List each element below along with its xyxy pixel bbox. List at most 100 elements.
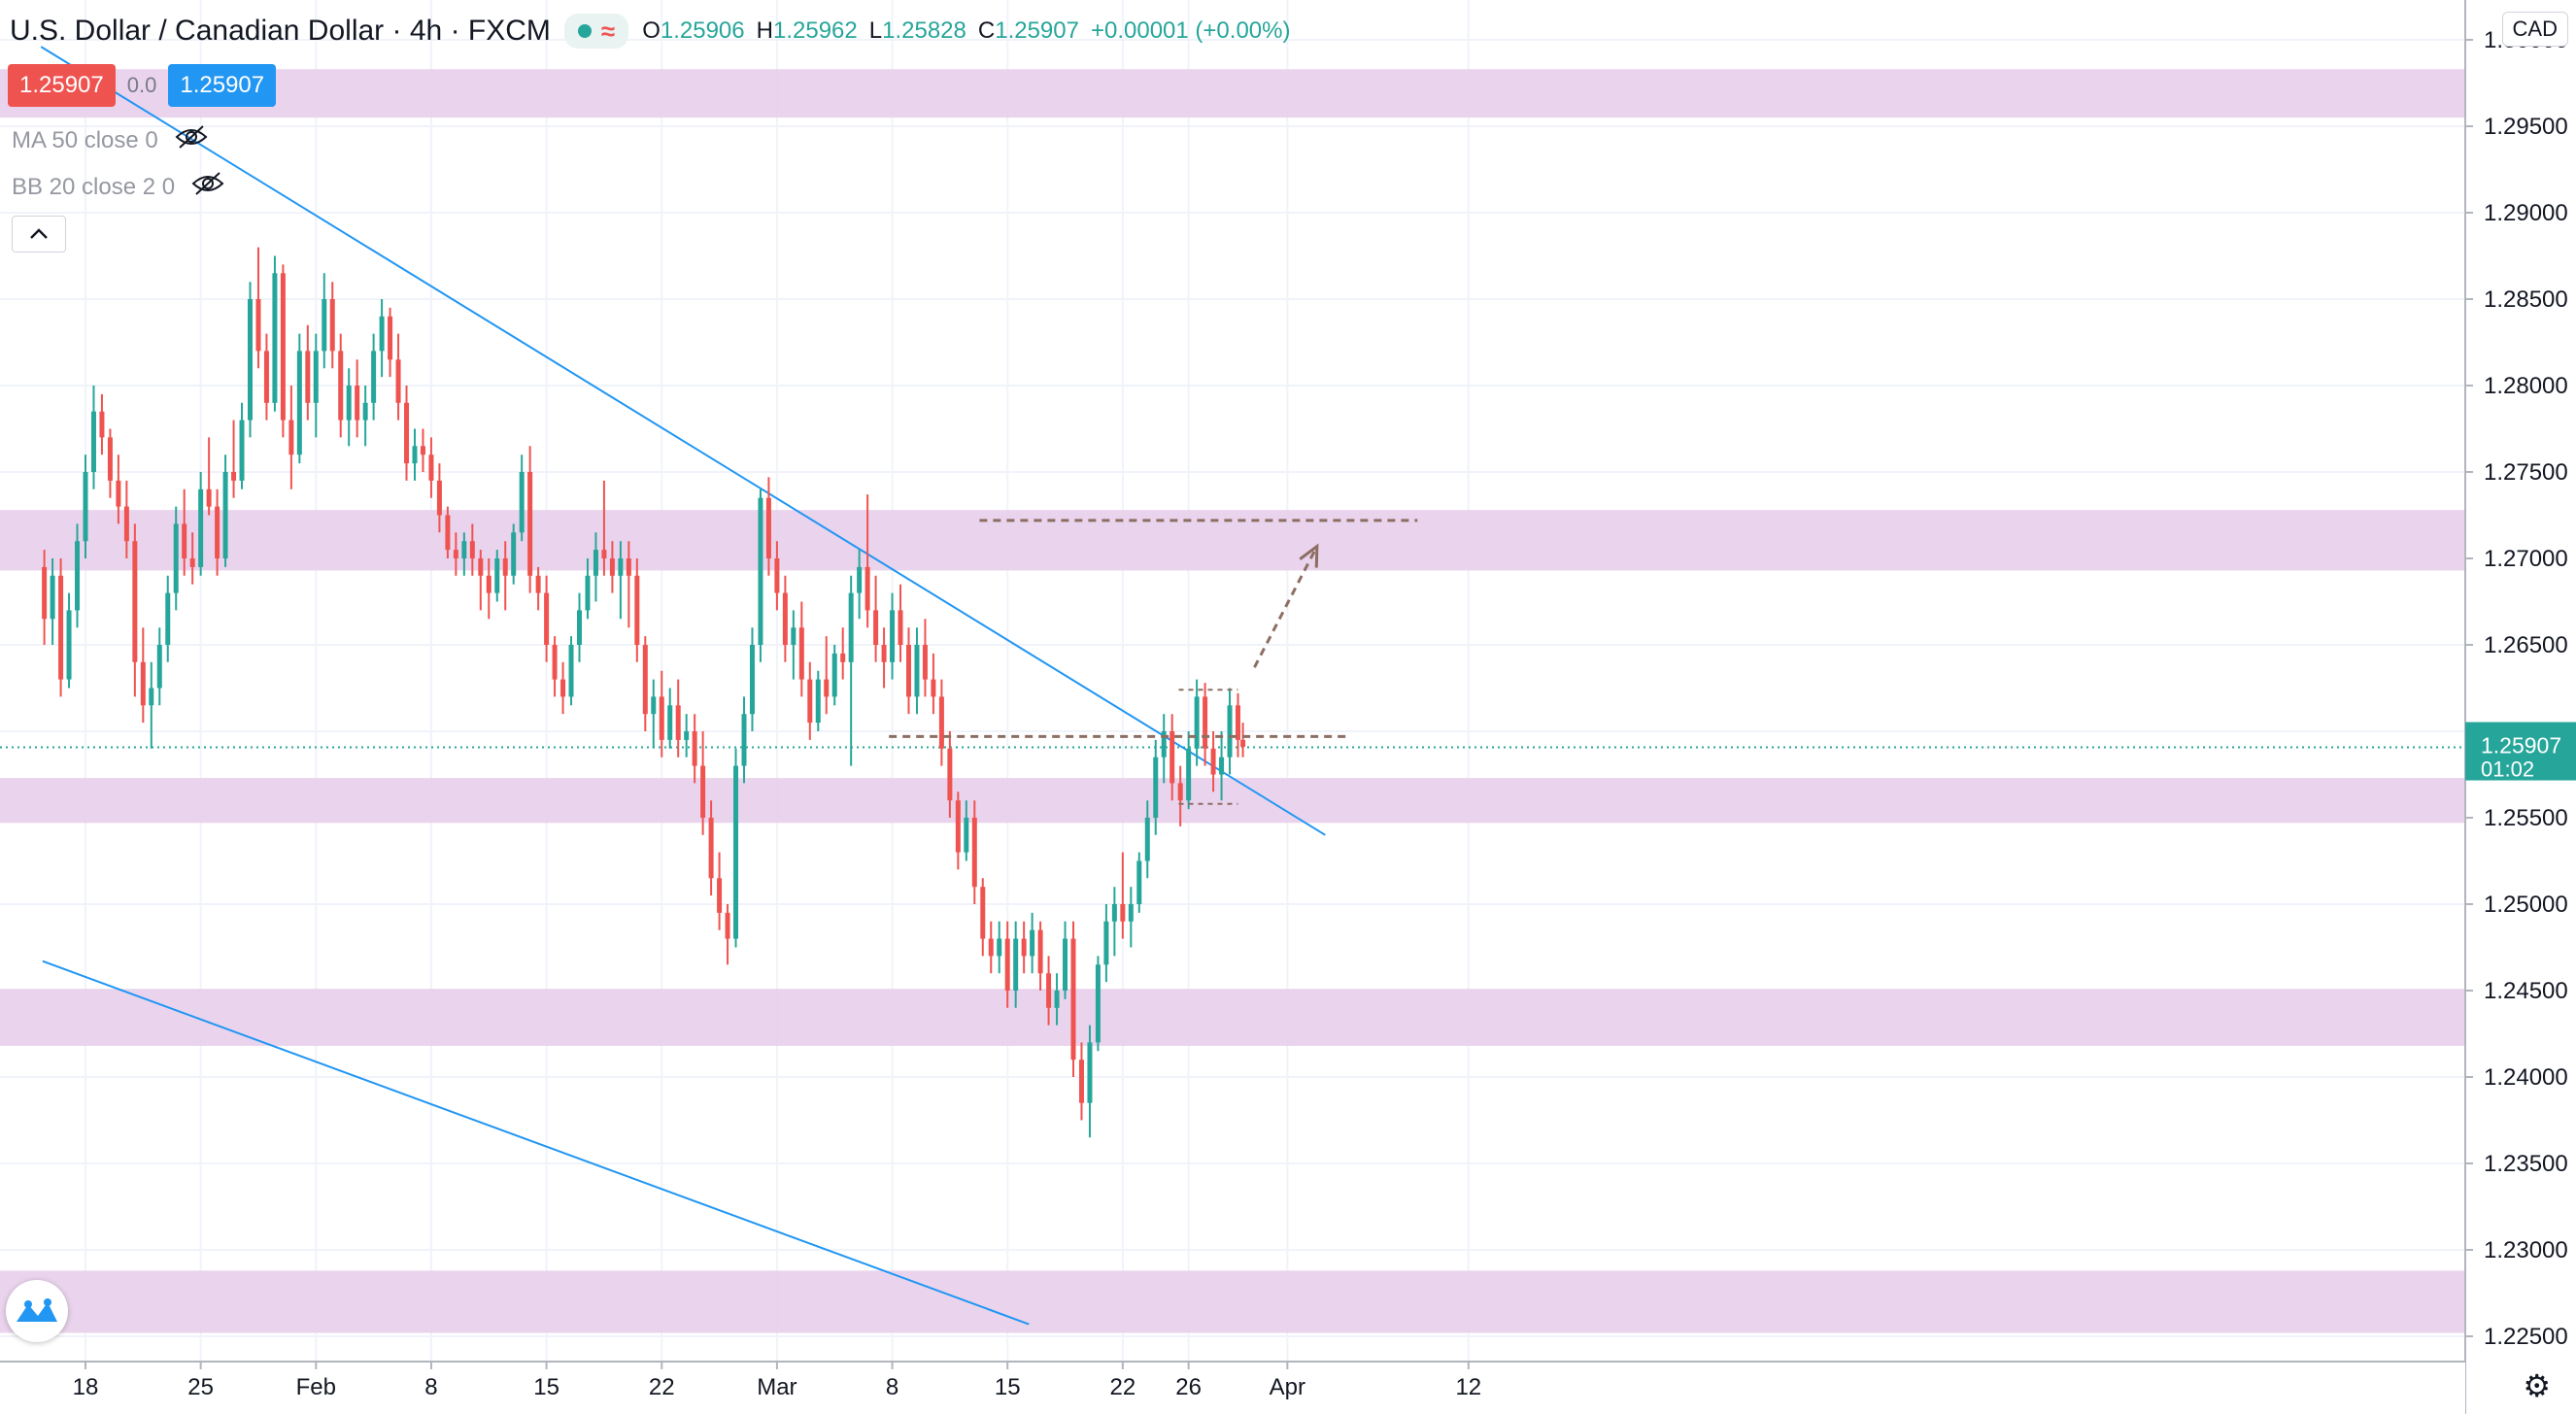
x-tick-label: 15: [533, 1374, 559, 1400]
candle-bullish: [1153, 739, 1159, 835]
candle-body: [346, 386, 352, 421]
sr-zone: [0, 69, 2465, 118]
candle-bullish: [494, 550, 500, 602]
x-tick-label: 26: [1175, 1374, 1202, 1400]
candle-body: [947, 748, 953, 801]
candle-bearish: [725, 904, 730, 965]
candle-bullish: [758, 488, 763, 662]
candle-body: [692, 731, 697, 766]
candle-body: [132, 541, 138, 662]
buy-button[interactable]: 1.25907: [168, 64, 277, 107]
candle-body: [544, 592, 550, 645]
y-tick-label: 1.27000: [2484, 546, 2568, 572]
candle-bearish: [469, 523, 475, 576]
candlestick-series: [42, 247, 1246, 1138]
candle-body: [881, 645, 887, 662]
candle-body: [898, 610, 903, 645]
candle-bullish: [568, 636, 574, 706]
candle-bullish: [618, 541, 624, 620]
candle-body: [388, 316, 393, 360]
gear-icon[interactable]: ⚙: [2523, 1368, 2551, 1403]
candle-body: [50, 575, 55, 620]
candle-body: [305, 351, 311, 403]
candle-bearish: [338, 333, 344, 438]
candle-bearish: [774, 541, 780, 611]
candle-body: [149, 688, 154, 706]
supply-demand-zones: [0, 69, 2465, 1333]
candle-bearish: [626, 541, 631, 628]
indicator-label: BB 20 close 2 0: [12, 173, 176, 200]
candle-bearish: [807, 661, 813, 740]
candle-body: [798, 627, 804, 680]
candle-body: [831, 653, 837, 697]
trendline: [40, 46, 1326, 836]
y-tick-label: 1.24500: [2484, 978, 2568, 1004]
sell-button[interactable]: 1.25907: [8, 64, 116, 107]
candle-bullish: [248, 282, 253, 438]
candle-bullish: [371, 333, 377, 421]
candle-bearish: [765, 477, 771, 576]
candle-bearish: [642, 636, 648, 731]
candle-bearish: [601, 480, 607, 576]
candle-bearish: [420, 428, 425, 472]
candle-bearish: [527, 446, 533, 593]
candle-body: [355, 386, 360, 421]
candle-body: [807, 679, 813, 724]
candle-bearish: [305, 324, 311, 421]
eye-off-icon[interactable]: [190, 171, 225, 203]
candle-body: [1153, 757, 1159, 818]
candle-bullish: [90, 386, 96, 489]
candle-body: [560, 679, 566, 697]
candle-bearish: [486, 558, 491, 620]
candle-body: [453, 550, 458, 558]
candle-body: [1203, 696, 1208, 749]
candle-body: [1144, 818, 1150, 861]
candle-bearish: [1004, 921, 1010, 1008]
open-value: 1.25906: [660, 17, 745, 44]
x-tick-label: 12: [1455, 1374, 1481, 1400]
candle-bearish: [355, 359, 360, 438]
open-label: O: [642, 17, 661, 44]
candle-bearish: [404, 386, 410, 481]
candle-body: [857, 566, 863, 593]
candle-bullish: [75, 523, 81, 628]
candle-bullish: [585, 558, 591, 620]
candle-bullish: [733, 748, 739, 948]
candle-bearish: [1169, 714, 1175, 801]
indicator-ma[interactable]: MA 50 close 0: [12, 124, 209, 156]
candle-body: [519, 472, 525, 533]
candle-bearish: [717, 852, 723, 930]
candle-bearish: [1177, 765, 1183, 826]
symbol-title[interactable]: U.S. Dollar / Canadian Dollar · 4h · FXC…: [10, 15, 551, 48]
currency-button[interactable]: CAD: [2501, 12, 2568, 47]
candle-bearish: [1070, 921, 1076, 1077]
candle-body: [58, 575, 64, 680]
candle-bullish: [1136, 852, 1142, 913]
candle-bearish: [675, 679, 681, 758]
chevron-up-icon[interactable]: [12, 216, 66, 252]
candle-bearish: [58, 558, 64, 697]
candle-body: [215, 506, 220, 558]
interval-label[interactable]: 4h: [409, 15, 443, 47]
candle-bearish: [659, 670, 664, 758]
candle-bearish: [535, 566, 541, 611]
candle-body: [1111, 904, 1117, 922]
change-value: +0.00001 (+0.00%): [1090, 17, 1291, 44]
candle-bullish: [412, 428, 418, 481]
last-price-tag: [2465, 722, 2576, 781]
candle-bearish: [428, 437, 434, 498]
candle-body: [182, 523, 187, 558]
candle-body: [469, 541, 475, 558]
eye-off-icon[interactable]: [174, 124, 209, 156]
candle-body: [371, 351, 377, 403]
candle-bullish: [593, 532, 598, 602]
market-status-pill[interactable]: ≈: [563, 14, 629, 49]
candle-bearish: [552, 636, 558, 697]
tradingview-logo-icon[interactable]: [6, 1280, 68, 1342]
candle-bearish: [971, 800, 977, 904]
x-tick-label: Mar: [757, 1374, 797, 1400]
candle-body: [222, 472, 228, 558]
indicator-bb[interactable]: BB 20 close 2 0: [12, 171, 225, 203]
candle-body: [758, 497, 763, 645]
